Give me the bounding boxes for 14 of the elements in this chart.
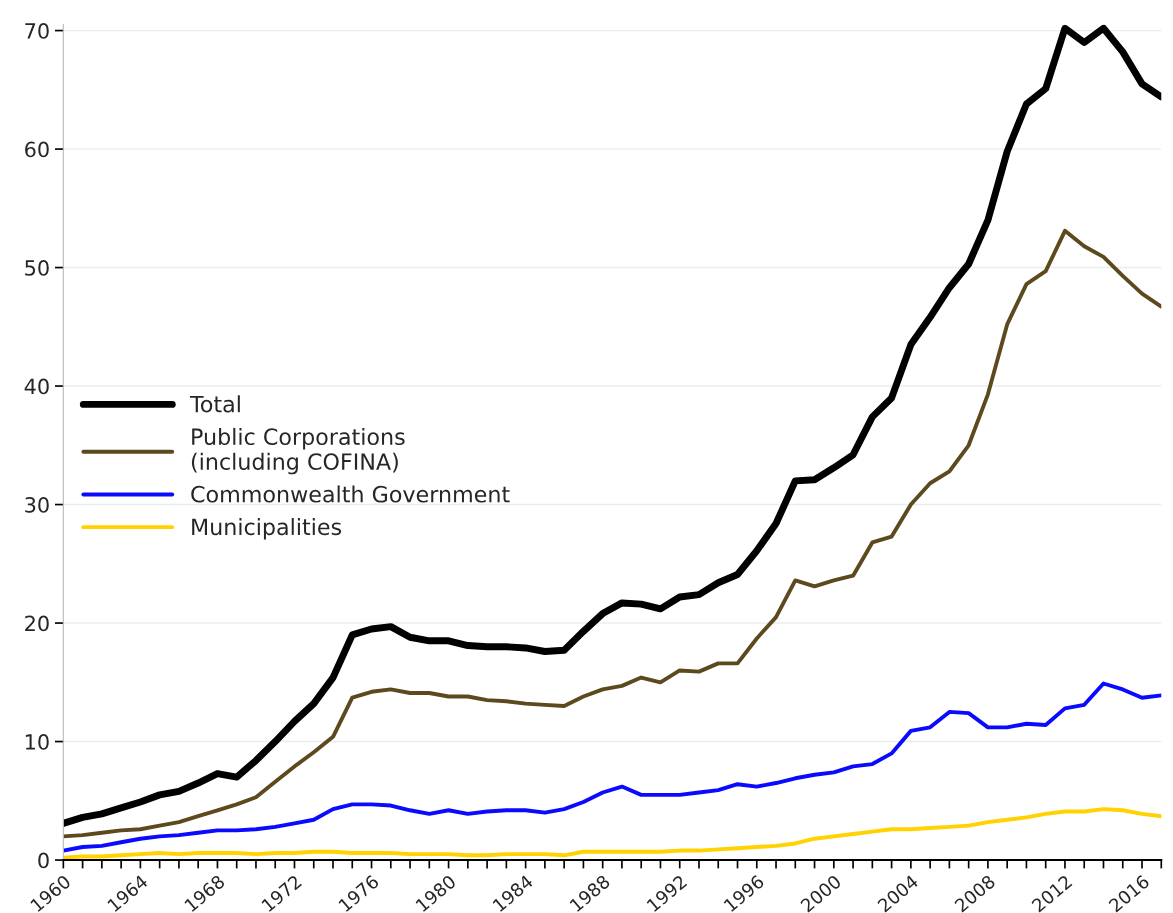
line-series: [63, 681, 1162, 853]
y-tick-label: 70: [25, 23, 49, 39]
legend-label: Public Corporations (including COFINA): [191, 427, 405, 475]
y-tick-label: 0: [38, 852, 49, 869]
y-tick-label: 30: [25, 497, 49, 513]
legend-label: Commonwealth Government: [191, 485, 510, 503]
y-tick-label: 50: [25, 260, 49, 276]
y-tick-label: 10: [25, 734, 49, 750]
y-tick-label: 60: [25, 141, 49, 158]
y-tick-label: 20: [25, 615, 49, 632]
legend-label: Municipalities: [192, 518, 342, 540]
legend-label: Total: [189, 395, 240, 413]
y-tick-label: 40: [24, 378, 49, 395]
line-series: [63, 228, 1162, 839]
